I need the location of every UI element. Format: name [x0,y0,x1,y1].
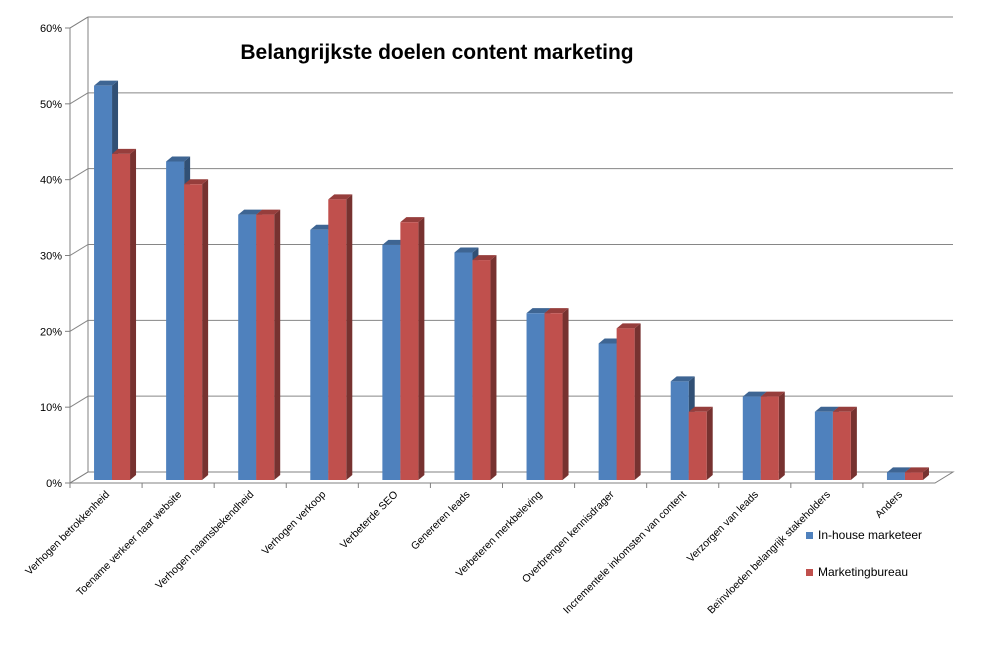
bar-side [130,148,137,480]
bar-top [400,217,425,223]
bar-top [526,308,551,314]
y-tick-label: 40% [40,175,62,187]
y-tick-label: 20% [40,326,62,338]
bar-front [382,244,401,480]
bar-front [814,411,833,480]
y-tick-label: 60% [40,23,62,35]
bar-front [544,313,563,480]
bar-side [490,255,497,480]
bar-front [454,252,473,480]
bar-front [670,381,689,480]
bar-top [742,391,767,397]
bar-side [778,391,785,480]
bar-front [472,260,491,480]
axis-layer [65,16,955,488]
bar-side [418,217,425,480]
bar-top [328,194,353,200]
bar-front [166,161,185,480]
gridline-side [69,92,89,105]
bar-front [742,396,761,480]
bar-front [256,214,275,481]
x-tick-label: Verbeterde SEO [338,489,401,552]
bar-bureau [184,179,209,480]
bar-top [832,406,857,412]
gridline-side [69,395,89,408]
bar-side [922,467,929,480]
bar-front [616,328,635,480]
grid-layer [69,16,953,484]
bar-top [670,376,695,382]
legend-swatch [806,532,813,539]
side-wall-top-edge [69,16,89,29]
bar-front [886,472,905,480]
bar-bureau [328,194,353,480]
bar-top [814,406,839,412]
bar-bureau [832,406,857,480]
bar-side [706,406,713,480]
bar-top [238,209,263,215]
bar-top [544,308,569,314]
y-tick-label: 10% [40,402,62,414]
bar-front [688,411,707,480]
bar-side [274,209,281,481]
bar-front [310,229,329,480]
bar-front [598,343,617,480]
bar-top [94,80,119,86]
legend: In-house marketeer Marketingbureau [806,528,922,579]
bar-top [616,323,641,329]
bar-top [256,209,281,215]
bar-front [184,184,203,480]
bar-front [760,396,779,480]
x-tick-label: Verhogen verkoop [260,489,329,558]
bar-top [184,179,209,185]
bar-bureau [112,148,137,480]
bar-bureau [256,209,281,481]
bar-front [400,222,419,480]
bar-side [346,194,353,480]
bar-bureau [760,391,785,480]
bar-side [850,406,857,480]
bar-top [112,148,137,154]
gridline-side [69,168,89,181]
bar-front [328,199,347,480]
legend-label: In-house marketeer [818,528,922,542]
bar-side [202,179,209,480]
bar-top [454,247,479,253]
bar-front [94,85,113,481]
bar-top [688,406,713,412]
bar-front [904,472,923,480]
bar-front [112,153,131,480]
y-tick-label: 30% [40,251,62,263]
bar-bureau [616,323,641,480]
x-tick-label: Incrementele inkomsten van content [561,489,689,617]
bar-top [472,255,497,261]
bar-side [634,323,641,480]
x-tick-label: Beïnvloeden belangrijk stakeholders [705,489,833,617]
x-tick-label: Anders [873,489,905,521]
y-tick-label: 50% [40,99,62,111]
bar-side [562,308,569,480]
bar-bureau [472,255,497,480]
bar-top [904,467,929,473]
bar-top [886,467,911,473]
bar-top [760,391,785,397]
gridline-side [69,319,89,332]
x-tick-label: Verzorgen van leads [685,489,761,565]
x-tick-label: Genereren leads [409,489,473,553]
bar-bureau [544,308,569,480]
bar-top [166,156,191,162]
legend-label: Marketingbureau [818,565,908,579]
legend-swatch [806,569,813,576]
bar-front [526,313,545,480]
bar-bureau [688,406,713,480]
y-tick-label: 0% [46,478,62,490]
bar-bureau [904,467,929,480]
bar-front [832,411,851,480]
chart-title: Belangrijkste doelen content marketing [240,41,633,64]
bar-front [238,214,257,481]
gridline-side [69,244,89,256]
bar-bureau [400,217,425,480]
bars-layer [94,80,929,481]
